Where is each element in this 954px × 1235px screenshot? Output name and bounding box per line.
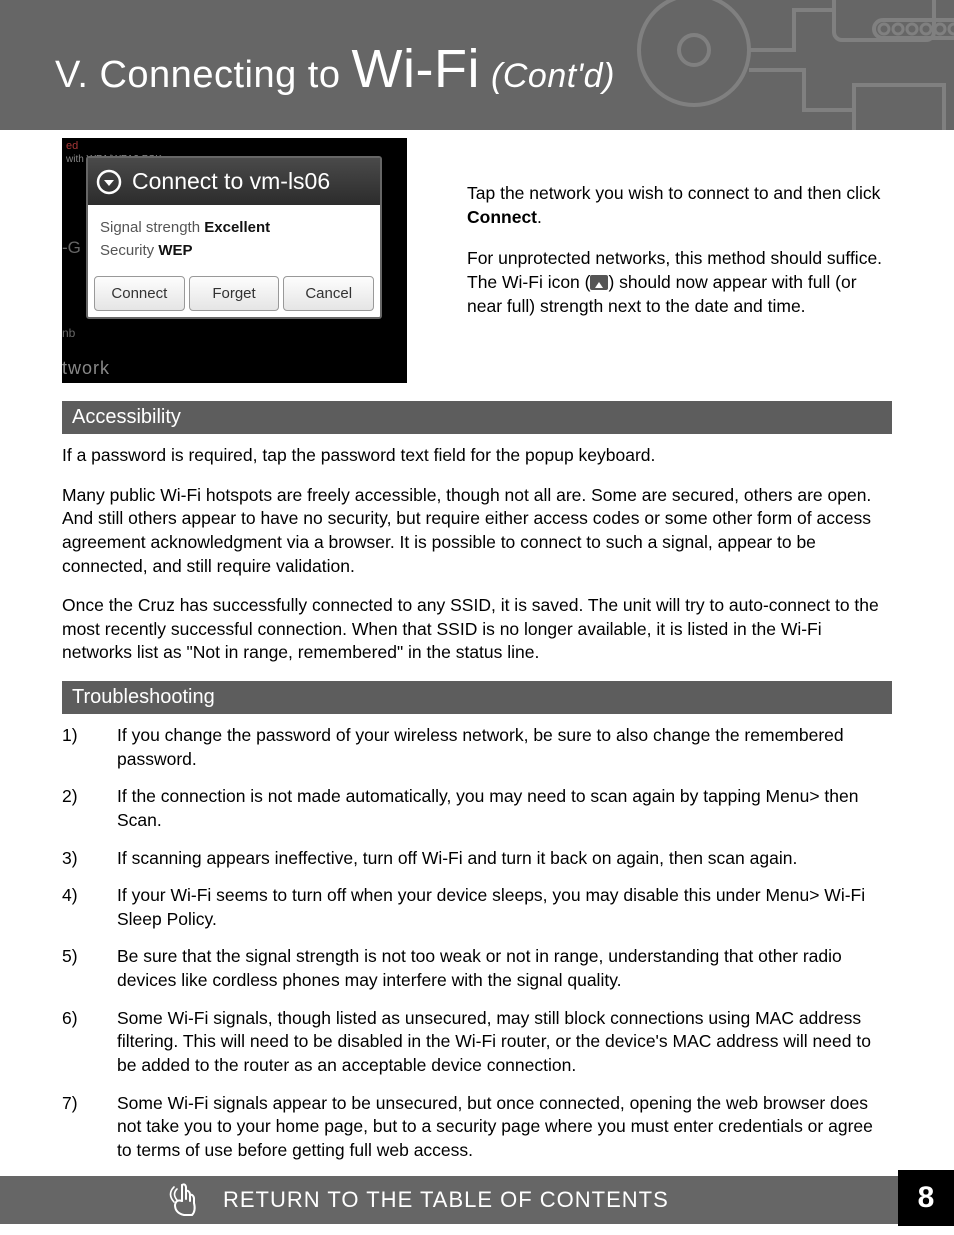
instruction-p1: Tap the network you wish to connect to a… <box>467 182 892 229</box>
list-item: 4)If your Wi-Fi seems to turn off when y… <box>62 884 892 931</box>
down-arrow-icon <box>96 169 122 195</box>
page-content: ed with WPA/WPA2 PSK -G nb twork Connect… <box>0 138 954 1162</box>
page-header: V. Connecting to Wi-Fi (Cont'd) <box>0 0 954 130</box>
bg-text: ed <box>66 140 78 152</box>
page-title: V. Connecting to Wi-Fi (Cont'd) <box>55 38 615 100</box>
bg-text: nb <box>62 326 75 340</box>
manual-page: V. Connecting to Wi-Fi (Cont'd) ed with … <box>0 0 954 1224</box>
accessibility-p1: If a password is required, tap the passw… <box>62 444 892 468</box>
list-item: 6)Some Wi-Fi signals, though listed as u… <box>62 1007 892 1078</box>
screenshot-row: ed with WPA/WPA2 PSK -G nb twork Connect… <box>62 138 892 383</box>
page-footer: RETURN TO THE TABLE OF CONTENTS 8 <box>0 1176 954 1224</box>
security-label: Security <box>100 242 154 259</box>
list-item: 5)Be sure that the signal strength is no… <box>62 945 892 992</box>
title-contd: (Cont'd) <box>491 57 615 95</box>
accessibility-p3: Once the Cruz has successfully connected… <box>62 594 892 665</box>
forget-button[interactable]: Forget <box>189 276 280 311</box>
pointer-hand-icon <box>165 1180 205 1220</box>
list-item: 1)If you change the password of your wir… <box>62 724 892 771</box>
signal-value: Excellent <box>204 219 270 236</box>
toc-link[interactable]: RETURN TO THE TABLE OF CONTENTS <box>223 1187 669 1213</box>
security-value: WEP <box>158 242 192 259</box>
connect-button[interactable]: Connect <box>94 276 185 311</box>
accessibility-heading: Accessibility <box>62 401 892 434</box>
wifi-icon <box>590 275 608 290</box>
dialog-titlebar: Connect to vm-ls06 <box>88 158 380 205</box>
title-big: Wi-Fi <box>352 39 480 99</box>
troubleshooting-list: 1)If you change the password of your wir… <box>62 724 892 1162</box>
cancel-button[interactable]: Cancel <box>283 276 374 311</box>
dialog-title-text: Connect to vm-ls06 <box>132 168 330 195</box>
circuit-decoration <box>574 0 954 130</box>
dialog-body: Signal strength Excellent Security WEP <box>88 205 380 270</box>
bg-text: twork <box>62 358 110 379</box>
side-instructions: Tap the network you wish to connect to a… <box>467 138 892 336</box>
connect-dialog: Connect to vm-ls06 Signal strength Excel… <box>86 156 382 319</box>
instruction-p2: For unprotected networks, this method sh… <box>467 247 892 318</box>
list-item: 2)If the connection is not made automati… <box>62 785 892 832</box>
bg-text: -G <box>62 238 81 258</box>
page-number: 8 <box>898 1170 954 1226</box>
title-prefix: V. Connecting to <box>55 54 340 96</box>
list-item: 7)Some Wi-Fi signals appear to be unsecu… <box>62 1092 892 1163</box>
device-screenshot: ed with WPA/WPA2 PSK -G nb twork Connect… <box>62 138 407 383</box>
dialog-buttons: Connect Forget Cancel <box>88 270 380 317</box>
signal-label: Signal strength <box>100 219 200 236</box>
troubleshooting-heading: Troubleshooting <box>62 681 892 714</box>
accessibility-p2: Many public Wi-Fi hotspots are freely ac… <box>62 484 892 579</box>
list-item: 3)If scanning appears ineffective, turn … <box>62 847 892 871</box>
